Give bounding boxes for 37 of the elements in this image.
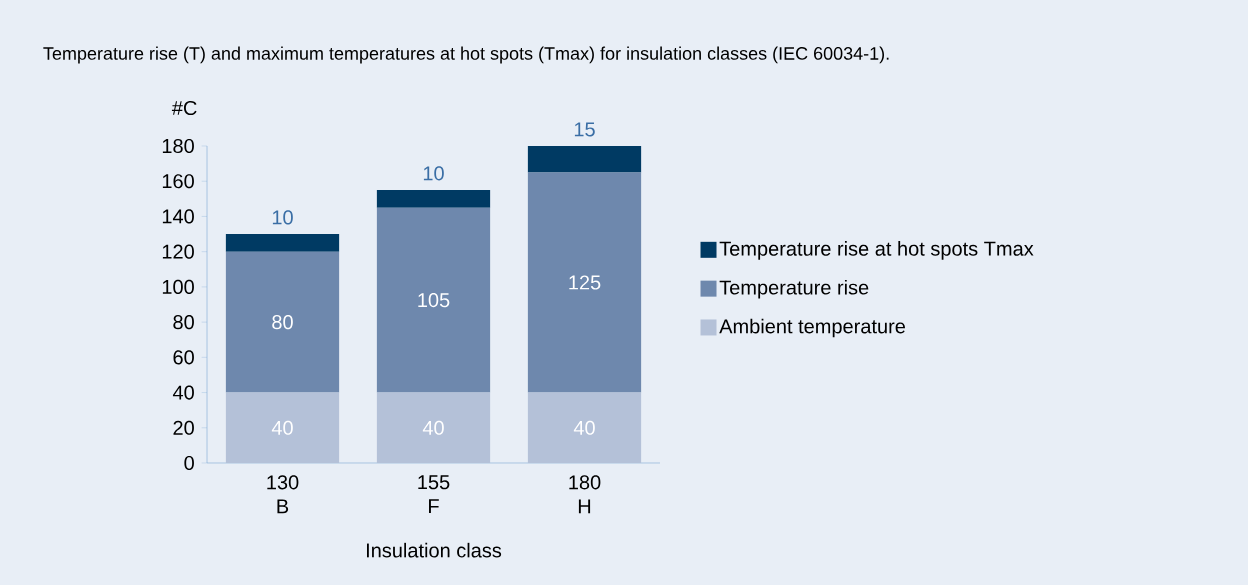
bar — [527, 392, 642, 463]
y-tick-label: 140 — [162, 209, 194, 224]
bar — [376, 207, 491, 393]
data-label: 40 — [422, 420, 444, 435]
data-label: 40 — [573, 420, 595, 435]
y-tick-label: 0 — [184, 455, 194, 471]
data-label: 125 — [569, 275, 601, 290]
x-axis-title: Insulation class — [366, 542, 502, 558]
x-tick-label: 130 B — [267, 475, 299, 514]
legend-label: Ambient temperature — [719, 318, 906, 338]
x-tick-label: 155 F — [418, 475, 450, 514]
bar — [527, 172, 642, 393]
legend-label: Temperature rise — [719, 279, 869, 299]
y-tick-label: 180 — [162, 138, 194, 154]
x-tick-label: 180 H — [569, 475, 601, 514]
data-label: 80 — [272, 315, 293, 330]
data-label: 105 — [418, 293, 450, 308]
data-label: 10 — [423, 166, 444, 181]
bar — [376, 392, 491, 463]
y-tick-label: 20 — [173, 420, 194, 435]
data-label: 10 — [272, 210, 293, 225]
bar — [225, 251, 340, 393]
y-tick-label: 60 — [173, 350, 194, 365]
data-label: 15 — [574, 122, 595, 137]
data-label: 40 — [271, 420, 293, 435]
y-tick-label: 40 — [172, 385, 194, 400]
bar — [225, 392, 340, 463]
bar — [225, 234, 340, 252]
y-tick-label: 100 — [162, 279, 194, 294]
bar — [376, 190, 491, 208]
chart-title: Temperature rise (T) and maximum temperatures at hot spots (Tmax) for insulation classes (IEC 60034-1). — [43, 46, 889, 64]
y-tick-label: 120 — [162, 244, 194, 259]
y-axis-title: #C — [171, 100, 197, 116]
legend-label: Temperature rise at hot spots Tmax — [719, 241, 1034, 260]
bar — [527, 145, 642, 173]
y-tick-label: 160 — [162, 174, 194, 189]
y-tick-label: 80 — [173, 315, 194, 330]
